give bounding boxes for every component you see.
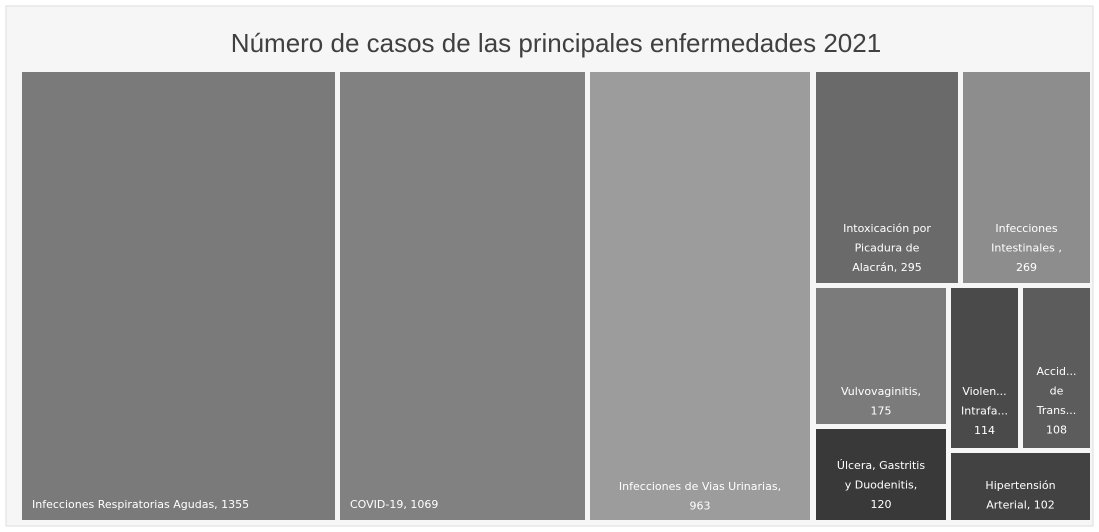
data-label: Picadura de: [855, 242, 920, 255]
data-label: Úlcera, Gastritis: [837, 459, 925, 472]
data-label: COVID-19, 1069: [350, 498, 438, 511]
treemap-tile: [816, 288, 946, 424]
treemap-tile: [22, 72, 335, 520]
data-label: Intrafa...: [961, 405, 1008, 418]
chart-title: Número de casos de las principales enfer…: [231, 28, 881, 58]
data-label: y Duodenitis,: [845, 479, 918, 492]
treemap-tile: [963, 72, 1090, 283]
data-label: Infecciones de Vias Urinarias,: [619, 480, 781, 493]
data-label: Violen...: [962, 385, 1006, 398]
data-label: 114: [974, 424, 995, 437]
data-label: Infecciones Respiratorias Agudas, 1355: [32, 498, 249, 511]
data-label: Trans...: [1036, 404, 1077, 417]
data-label: Vulvovaginitis,: [841, 385, 921, 398]
treemap-tile: [951, 288, 1018, 448]
data-label: 120: [871, 498, 892, 511]
treemap-tile: [590, 72, 810, 520]
treemap-tile: [816, 72, 958, 283]
data-label: 175: [871, 405, 892, 418]
data-label: Intoxicación por: [843, 222, 931, 235]
data-label: Accid...: [1037, 365, 1077, 378]
data-label: Arterial, 102: [986, 499, 1055, 512]
treemap-tile: [951, 453, 1090, 520]
data-label: Infecciones: [995, 222, 1057, 235]
treemap-tile: [816, 429, 946, 520]
data-label: Intestinales ,: [991, 242, 1062, 255]
data-label: 108: [1046, 424, 1067, 437]
data-label: 269: [1016, 261, 1037, 274]
data-label: de: [1050, 385, 1064, 398]
data-label: 963: [690, 500, 711, 513]
treemap-tile: [1023, 288, 1090, 448]
data-label: Alacrán, 295: [852, 261, 922, 274]
treemap-tile: [340, 72, 585, 520]
data-label: Hipertensión: [985, 479, 1055, 492]
